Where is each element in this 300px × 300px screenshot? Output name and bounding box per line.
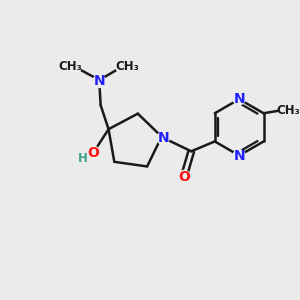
Circle shape	[93, 75, 106, 88]
Text: N: N	[233, 149, 245, 163]
Text: CH₃: CH₃	[277, 104, 300, 117]
Text: N: N	[233, 92, 245, 106]
Text: O: O	[88, 146, 100, 160]
Circle shape	[233, 150, 245, 162]
Text: O: O	[178, 170, 190, 184]
Circle shape	[77, 152, 89, 164]
Text: CH₃: CH₃	[58, 60, 82, 73]
Text: N: N	[93, 74, 105, 88]
Circle shape	[59, 56, 81, 77]
Circle shape	[116, 56, 138, 77]
Text: H: H	[78, 152, 88, 165]
Circle shape	[86, 146, 100, 160]
Circle shape	[279, 100, 299, 120]
Circle shape	[157, 132, 169, 144]
Circle shape	[233, 92, 245, 105]
Text: N: N	[157, 131, 169, 145]
Circle shape	[178, 170, 190, 183]
Text: CH₃: CH₃	[115, 60, 139, 73]
